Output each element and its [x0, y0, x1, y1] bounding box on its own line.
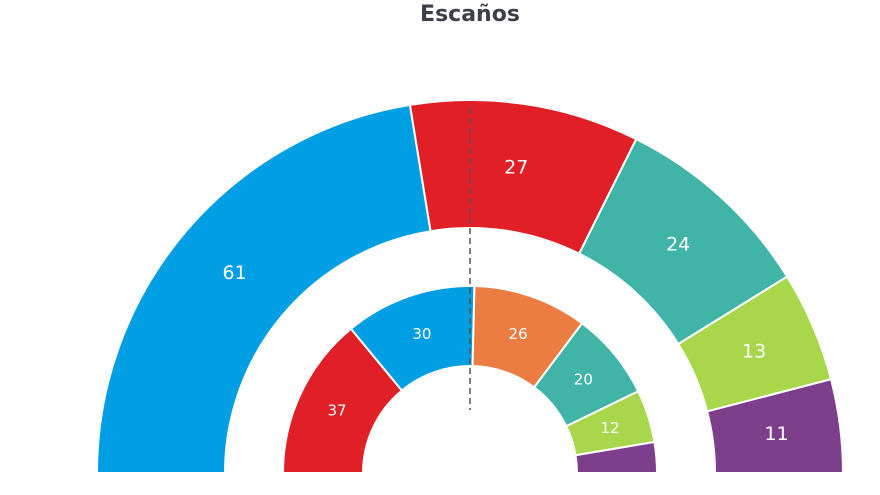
outer-slice-label-1: 27: [504, 156, 528, 178]
inner-slice-label-3: 20: [574, 370, 593, 388]
outer-slice-4: [705, 378, 845, 474]
inner-slice-5: [574, 440, 659, 474]
outer-slice-0: [95, 103, 432, 474]
inner-slice-label-4: 12: [600, 419, 619, 437]
outer-ring: 61 27 24 13 11: [95, 99, 845, 474]
outer-slice-label-3: 13: [742, 340, 766, 362]
outer-slice-label-0: 61: [222, 262, 246, 284]
inner-ring: 37 30 26 20 12: [281, 285, 659, 474]
chart-title: Escaños: [420, 2, 520, 27]
inner-slice-label-2: 26: [509, 325, 528, 343]
outer-slice-label-2: 24: [666, 234, 690, 256]
outer-slice-label-4: 11: [764, 423, 788, 445]
inner-slice-label-0: 37: [327, 401, 346, 419]
inner-slice-label-1: 30: [412, 325, 431, 343]
